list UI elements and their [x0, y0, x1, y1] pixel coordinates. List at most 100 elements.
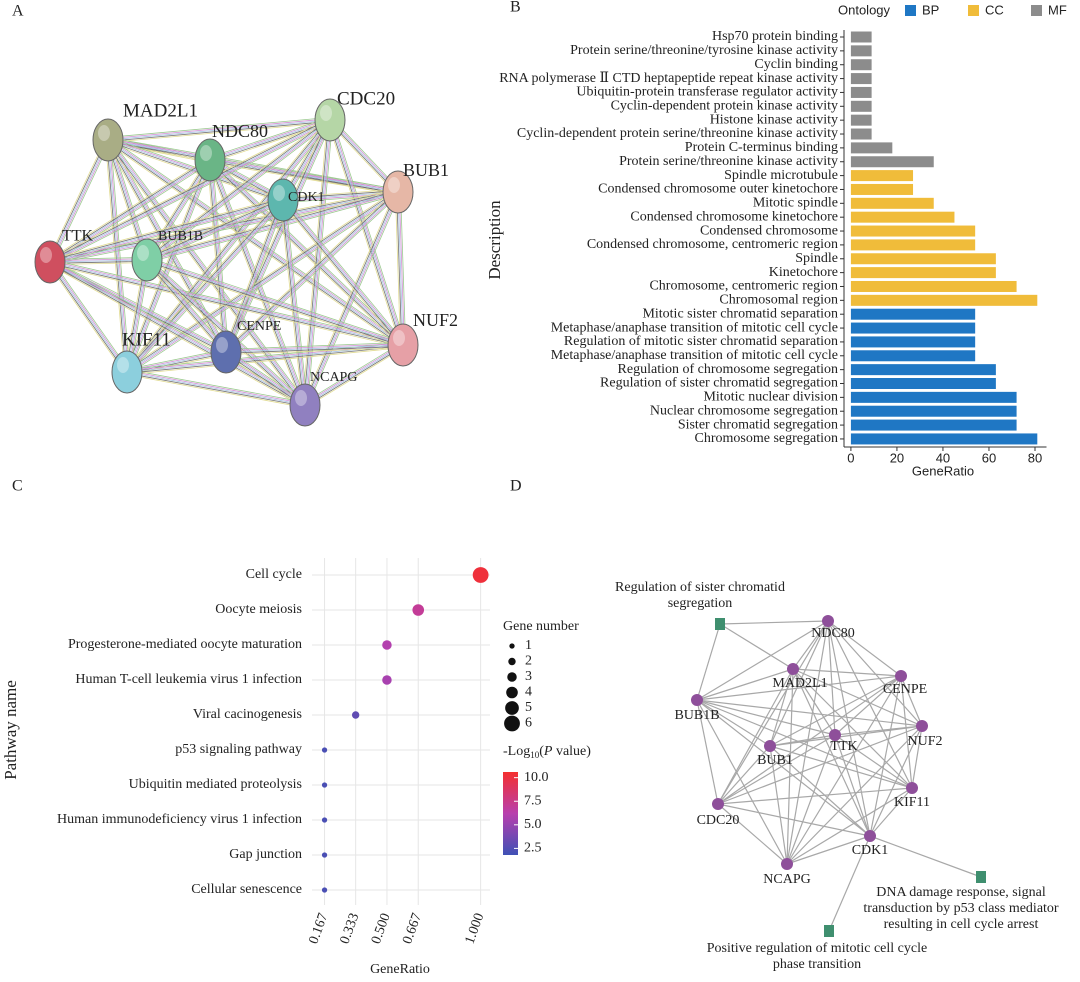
- bar: [850, 197, 934, 209]
- edge: [719, 623, 794, 670]
- edge: [127, 200, 285, 374]
- edge: [107, 117, 330, 138]
- x-tick-label: 0: [847, 450, 854, 465]
- bubble: [472, 567, 489, 583]
- category-label: Protein serine/threonine/tyrosine kinase…: [570, 43, 838, 58]
- protein-node: [131, 238, 163, 282]
- category-label: Hsp70 protein binding: [712, 29, 838, 44]
- term-label: resulting in cell cycle arrest: [884, 917, 1039, 932]
- edge: [51, 260, 130, 371]
- legend-swatch: [968, 5, 979, 16]
- edge: [148, 257, 308, 404]
- category-label: Condensed chromosome, centromeric region: [587, 237, 838, 252]
- bubble: [382, 675, 392, 685]
- node-label: NUF2: [907, 734, 942, 749]
- gene-node: [691, 694, 703, 706]
- edge: [226, 120, 332, 353]
- edge: [869, 725, 923, 837]
- category-label: RNA polymerase Ⅱ CTD heptapeptide repeat…: [499, 71, 838, 86]
- category-label: Protein serine/threonine kinase activity: [619, 154, 838, 169]
- edge: [225, 191, 399, 353]
- edge: [145, 260, 226, 354]
- category-label: Condensed chromosome outer kinetochore: [598, 182, 838, 197]
- category-label: Cellular senescence: [191, 882, 302, 897]
- edge: [827, 620, 902, 677]
- edge: [696, 699, 771, 747]
- bubble: [321, 782, 328, 788]
- edge: [225, 343, 403, 352]
- edge: [303, 191, 398, 405]
- node-label: KIF11: [894, 795, 930, 810]
- edge: [49, 259, 148, 263]
- edge: [144, 261, 225, 354]
- protein-node: [387, 323, 419, 367]
- edge: [304, 343, 403, 405]
- bubble: [382, 640, 392, 650]
- edge: [280, 200, 303, 406]
- legend-label: MF: [1048, 2, 1067, 17]
- edge: [400, 191, 406, 345]
- category-label: Regulation of mitotic sister chromatid s…: [564, 334, 838, 349]
- bar: [850, 378, 996, 389]
- legend-dot: [509, 643, 515, 649]
- gene-node: [787, 663, 799, 675]
- node-highlight: [388, 177, 400, 193]
- bar: [850, 156, 934, 168]
- edge: [282, 190, 398, 200]
- category-label: Nuclear chromosome segregation: [650, 403, 838, 418]
- edge: [769, 745, 871, 837]
- x-tick-label: 0.333: [338, 911, 363, 946]
- edge: [48, 263, 304, 408]
- edge: [786, 835, 871, 865]
- term-node: [976, 871, 986, 883]
- bar: [850, 59, 872, 71]
- edge: [717, 787, 913, 805]
- edge: [717, 734, 836, 805]
- node-label: NDC80: [811, 626, 855, 641]
- term-label: transduction by p53 class mediator: [863, 901, 1059, 916]
- protein-node: [34, 240, 66, 284]
- colorbar-label: 7.5: [524, 793, 542, 808]
- edge: [786, 675, 902, 865]
- category-label: Cyclin-dependent protein kinase activity: [611, 99, 838, 114]
- bar: [850, 308, 976, 320]
- bar: [850, 170, 914, 182]
- edge: [209, 119, 331, 161]
- edge: [49, 262, 403, 347]
- protein-node: [314, 98, 346, 142]
- edge: [147, 257, 404, 343]
- legend-title: -Log10(P value): [503, 744, 591, 760]
- category-label: Mitotic spindle: [753, 196, 838, 211]
- edge: [397, 191, 404, 346]
- legend-label: CC: [985, 2, 1004, 17]
- edge: [146, 198, 283, 260]
- legend-title-part: (: [539, 744, 544, 759]
- category-label: Protein C-terminus binding: [685, 140, 838, 155]
- x-tick-label: 1.000: [463, 911, 488, 946]
- edge: [827, 620, 923, 727]
- node-label: CDK1: [852, 843, 889, 858]
- edge: [223, 198, 281, 352]
- category-label: Viral cacinogenesis: [193, 707, 302, 722]
- edge: [696, 675, 902, 701]
- edge: [769, 745, 913, 789]
- category-label: Gap junction: [229, 847, 302, 862]
- node-label: BUB1B: [158, 229, 203, 244]
- edge: [126, 371, 306, 406]
- edge: [147, 258, 404, 345]
- node-highlight: [200, 145, 212, 161]
- edge: [126, 374, 305, 408]
- node-highlight: [117, 357, 129, 373]
- edge: [147, 194, 399, 263]
- edge: [147, 202, 285, 263]
- edge: [49, 119, 331, 263]
- legend-dot: [507, 672, 517, 682]
- edge: [128, 121, 333, 374]
- colorbar: [503, 772, 518, 855]
- edge: [107, 139, 128, 373]
- edge: [146, 191, 399, 261]
- legend-title-part: 10: [530, 750, 540, 760]
- edge: [226, 345, 404, 354]
- edge: [210, 120, 331, 162]
